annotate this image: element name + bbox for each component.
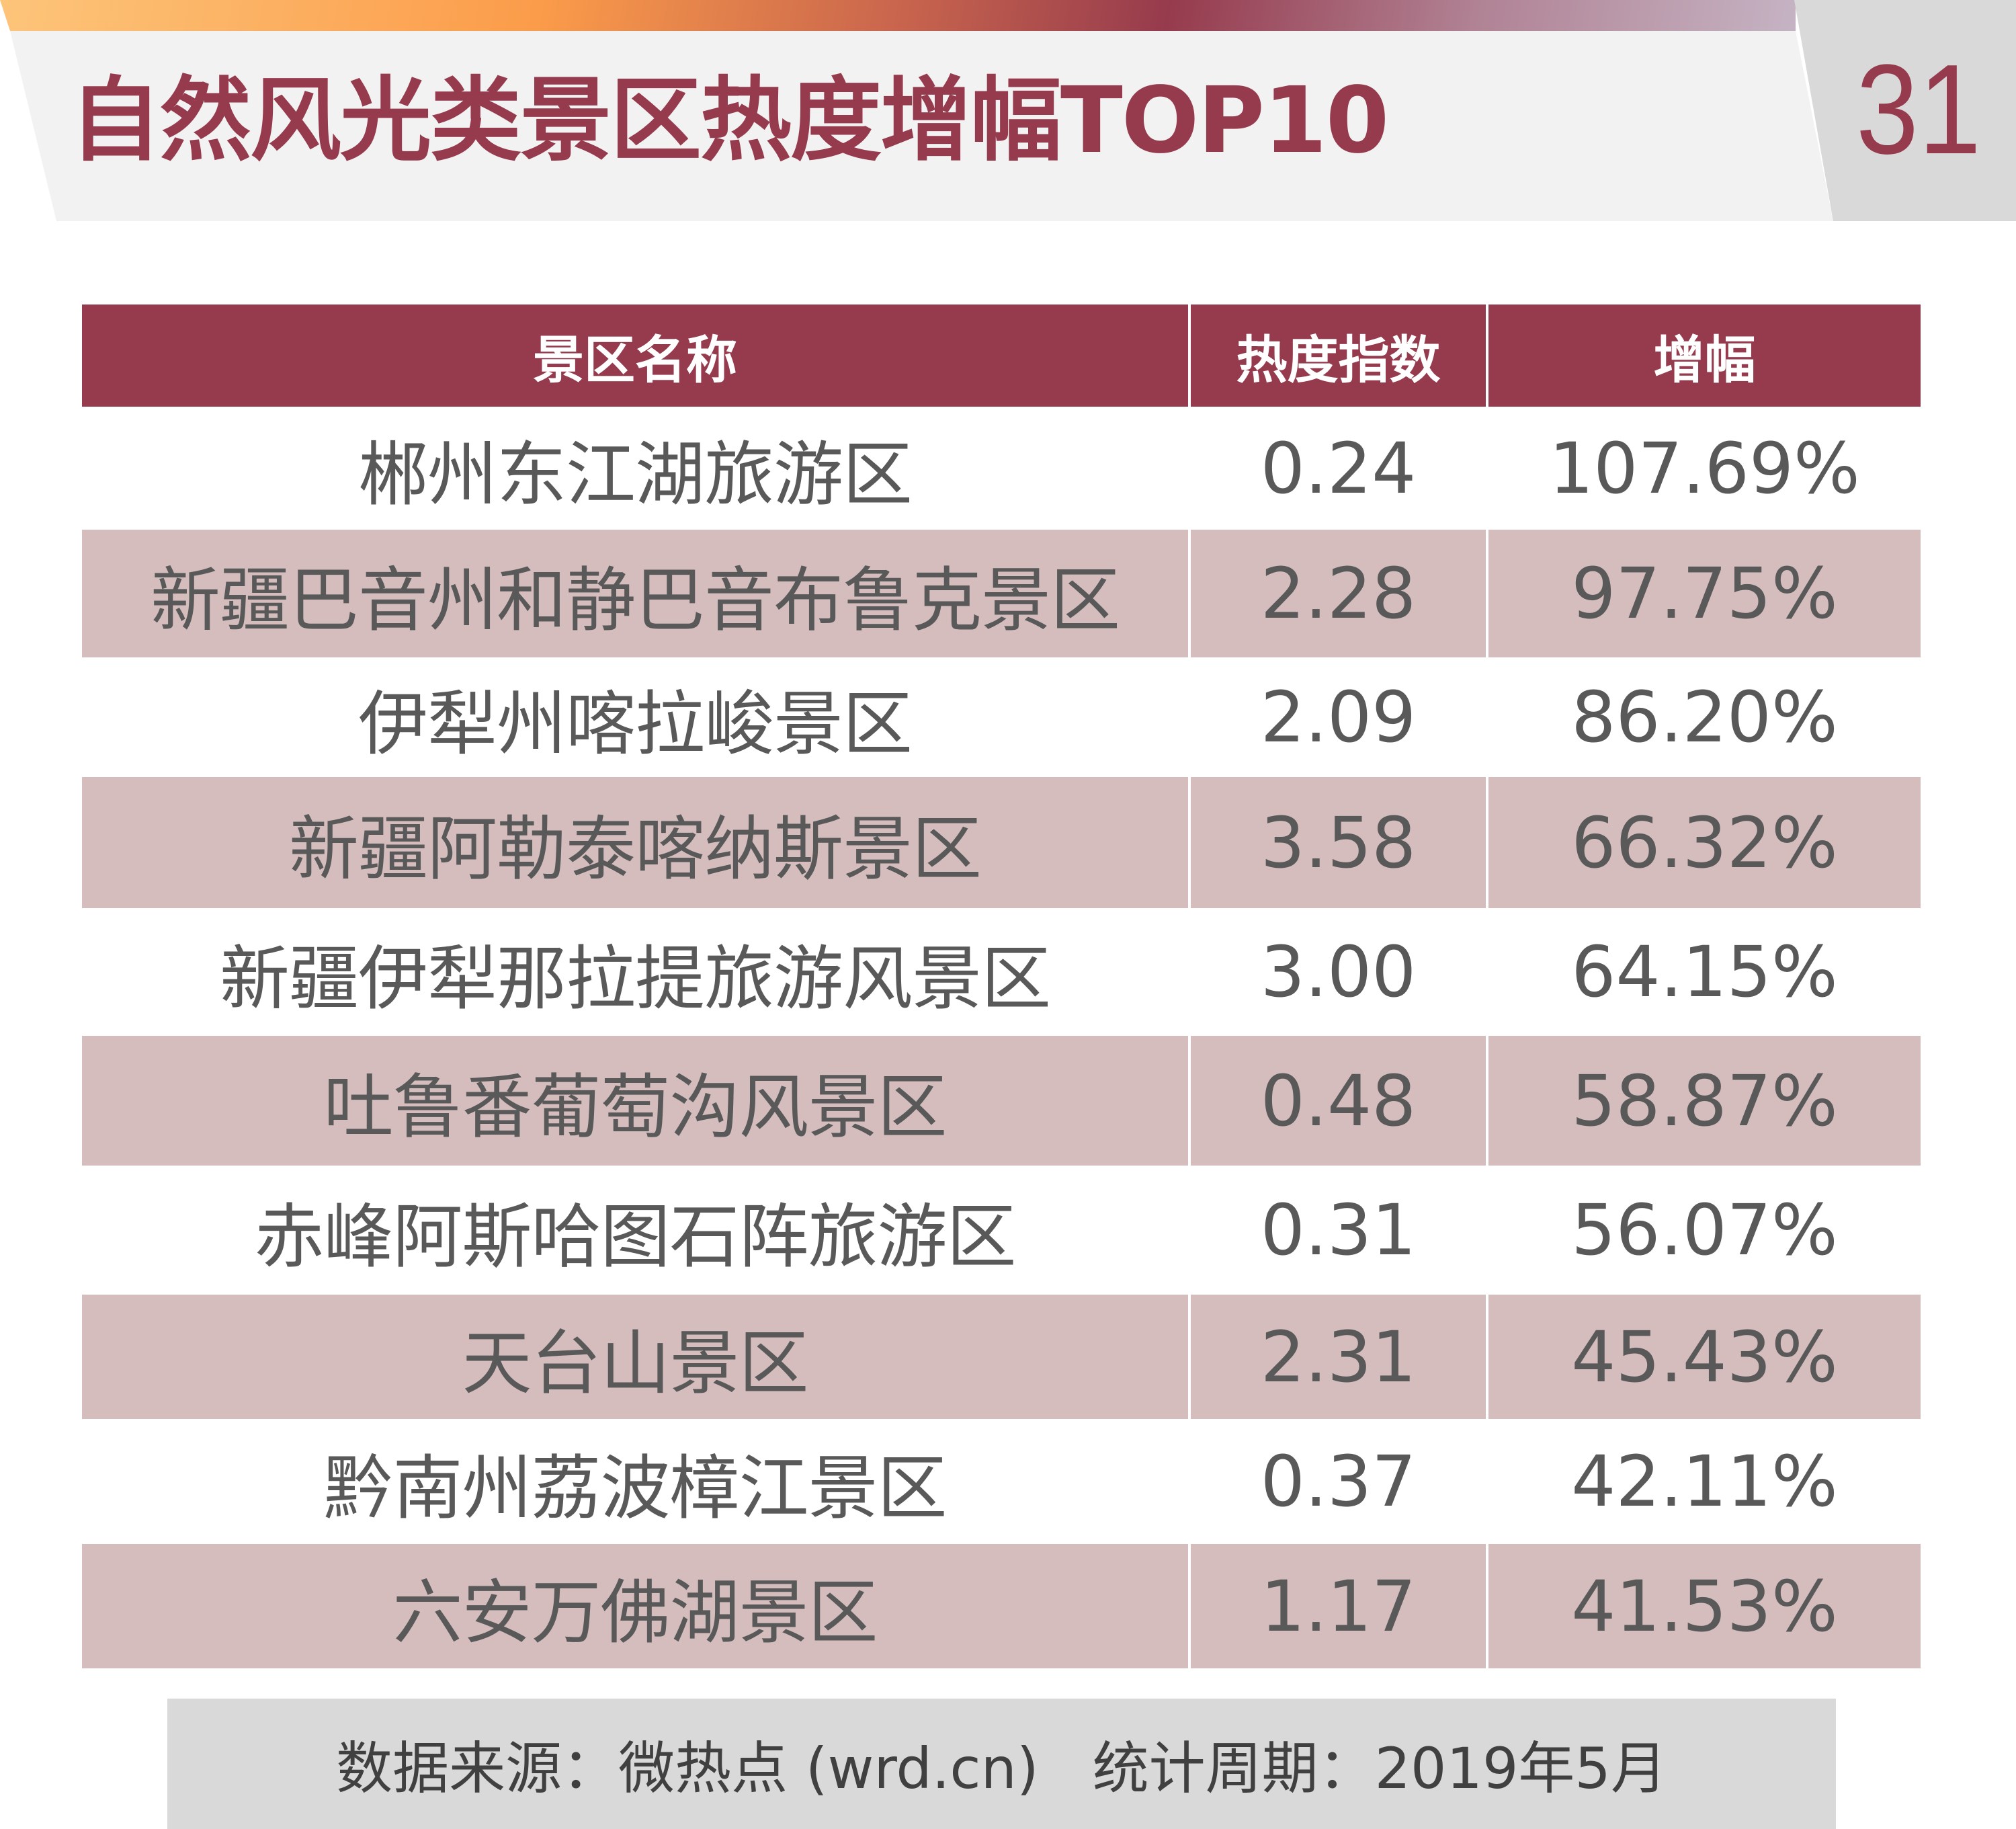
table-row: 新疆阿勒泰喀纳斯景区 3.58 66.32% (82, 777, 1921, 908)
data-source-footer: 数据来源：微热点 (wrd.cn) 统计周期：2019年5月 (167, 1699, 1836, 1829)
scenic-name: 赤峰阿斯哈图石阵旅游区 (254, 1195, 1016, 1278)
table-row: 黔南州荔波樟江景区 0.37 42.11% (82, 1419, 1921, 1544)
growth-rate: 58.87% (1486, 1036, 1921, 1166)
heat-index: 2.28 (1188, 530, 1486, 657)
ranking-table: 景区名称 热度指数 增幅 郴州东江湖旅游区 0.24 107.69% 新疆巴音州… (82, 304, 1921, 1668)
heat-index: 2.09 (1188, 657, 1486, 777)
scenic-name: 新疆阿勒泰喀纳斯景区 (288, 808, 982, 890)
column-header-growth: 增幅 (1486, 304, 1921, 407)
heat-index: 2.31 (1188, 1295, 1486, 1419)
statistics-period-text: 统计周期：2019年5月 (1092, 1735, 1667, 1801)
table-header-row: 景区名称 热度指数 增幅 (82, 304, 1921, 407)
column-header-name: 景区名称 (533, 330, 737, 390)
scenic-name: 天台山景区 (462, 1322, 808, 1404)
title-panel (10, 31, 1833, 221)
scenic-name: 吐鲁番葡萄沟风景区 (323, 1066, 947, 1148)
scenic-name: 六安万佛湖景区 (392, 1572, 878, 1654)
page-number-tab (1794, 0, 2016, 221)
growth-rate: 56.07% (1486, 1166, 1921, 1295)
heat-index: 0.31 (1188, 1166, 1486, 1295)
growth-rate: 97.75% (1486, 530, 1921, 657)
growth-rate: 45.43% (1486, 1295, 1921, 1419)
column-header-index: 热度指数 (1188, 304, 1486, 407)
table-row: 天台山景区 2.31 45.43% (82, 1295, 1921, 1419)
scenic-name: 郴州东江湖旅游区 (358, 434, 913, 516)
table-row: 吐鲁番葡萄沟风景区 0.48 58.87% (82, 1036, 1921, 1166)
heat-index: 0.24 (1188, 407, 1486, 530)
page-title: 自然风光类景区热度增幅TOP10 (70, 68, 1389, 174)
growth-rate: 41.53% (1486, 1544, 1921, 1668)
table-row: 六安万佛湖景区 1.17 41.53% (82, 1544, 1921, 1668)
table-row: 伊犁州喀拉峻景区 2.09 86.20% (82, 657, 1921, 777)
heat-index: 0.37 (1188, 1419, 1486, 1544)
heat-index: 3.58 (1188, 777, 1486, 908)
table-row: 郴州东江湖旅游区 0.24 107.69% (82, 407, 1921, 530)
scenic-name: 新疆巴音州和静巴音布鲁克景区 (150, 559, 1120, 641)
table-row: 新疆巴音州和静巴音布鲁克景区 2.28 97.75% (82, 530, 1921, 657)
page-number: 31 (1856, 38, 1981, 181)
growth-rate: 107.69% (1486, 407, 1921, 530)
heat-index: 0.48 (1188, 1036, 1486, 1166)
growth-rate: 64.15% (1486, 908, 1921, 1036)
table-row: 赤峰阿斯哈图石阵旅游区 0.31 56.07% (82, 1166, 1921, 1295)
growth-rate: 86.20% (1486, 657, 1921, 777)
table-row: 新疆伊犁那拉提旅游风景区 3.00 64.15% (82, 908, 1921, 1036)
growth-rate: 42.11% (1486, 1419, 1921, 1544)
growth-rate: 66.32% (1486, 777, 1921, 908)
heat-index: 3.00 (1188, 908, 1486, 1036)
scenic-name: 黔南州荔波樟江景区 (323, 1447, 947, 1529)
scenic-name: 新疆伊犁那拉提旅游风景区 (219, 937, 1051, 1020)
header-gradient-bar (0, 0, 1796, 31)
data-source-text: 数据来源：微热点 (wrd.cn) (336, 1735, 1039, 1801)
heat-index: 1.17 (1188, 1544, 1486, 1668)
scenic-name: 伊犁州喀拉峻景区 (358, 682, 913, 765)
